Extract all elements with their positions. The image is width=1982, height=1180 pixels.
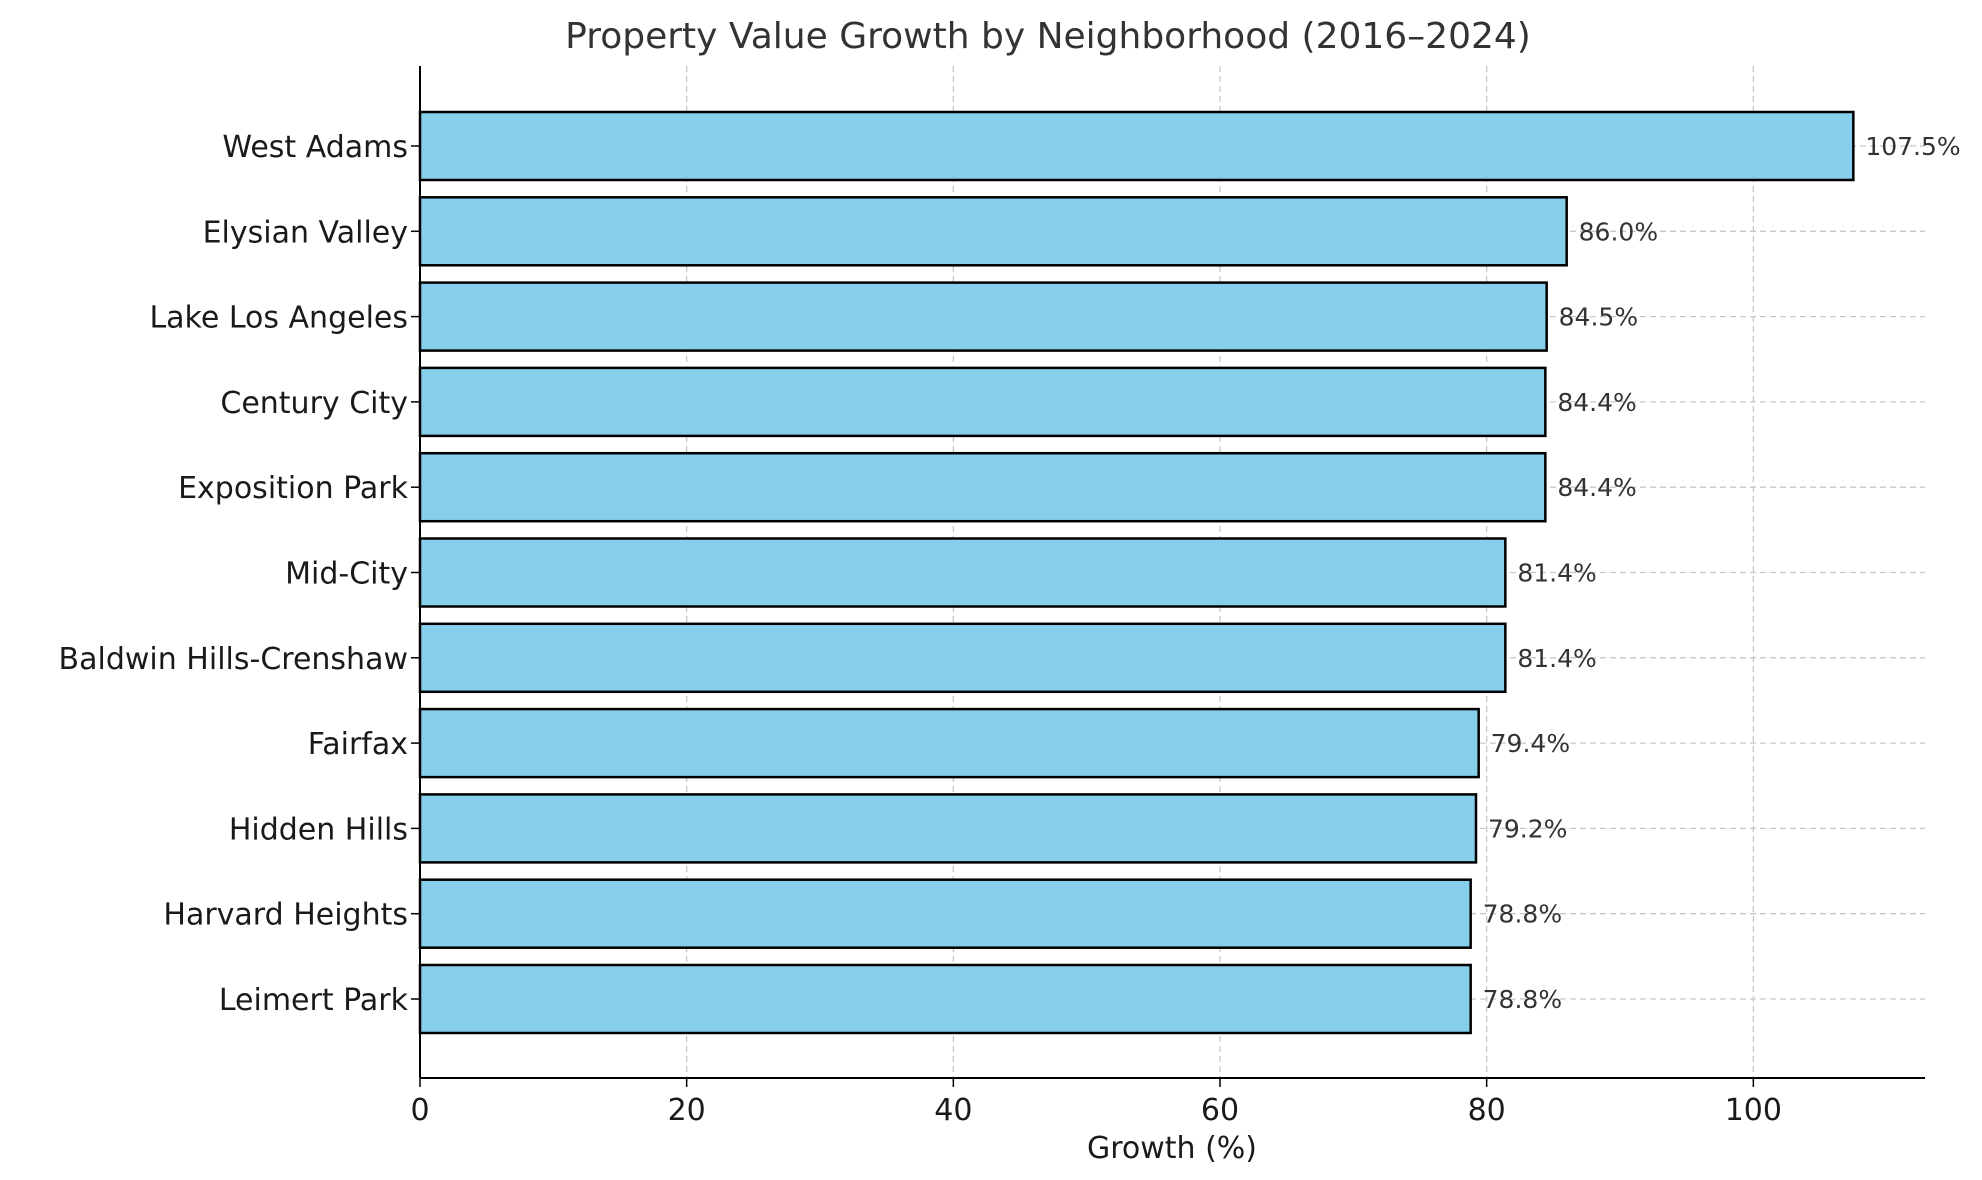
bar-value-label: 84.4% — [1557, 473, 1636, 502]
bar-value-label: 81.4% — [1517, 644, 1596, 673]
y-tick-label: Leimert Park — [219, 983, 409, 1018]
y-tick-label: Lake Los Angeles — [149, 301, 408, 336]
bars — [418, 110, 1855, 1035]
bar — [418, 366, 1547, 438]
y-tick-label: Fairfax — [308, 727, 408, 762]
x-tick-label: 0 — [410, 1093, 429, 1128]
y-tick-label: West Adams — [222, 130, 408, 165]
x-tick-label: 60 — [1201, 1093, 1239, 1128]
y-tick-label: Harvard Heights — [163, 898, 408, 933]
bar — [418, 196, 1568, 267]
bar — [418, 537, 1507, 608]
bar-value-label: 84.4% — [1557, 388, 1636, 417]
y-tick-label: Hidden Hills — [229, 812, 408, 847]
bar — [418, 281, 1548, 352]
bar — [418, 451, 1547, 523]
y-tick-label: Elysian Valley — [203, 215, 408, 250]
bar — [418, 707, 1480, 779]
bar — [418, 110, 1855, 182]
y-tick-label: Exposition Park — [178, 471, 409, 506]
bar — [418, 622, 1507, 694]
bar-value-label: 107.5% — [1865, 132, 1960, 161]
data-labels: 107.5% 86.0% 84.5% 84.4% 84.4% 81.4% 81.4% 79.4… — [1483, 132, 1961, 1014]
bar — [418, 793, 1478, 864]
y-ticks: West Adams Elysian Valley Lake Los Angeles… — [59, 130, 420, 1018]
bar-value-label: 86.0% — [1579, 217, 1658, 246]
chart-title: Property Value Growth by Neighborhood (2… — [565, 16, 1531, 57]
bar-value-label: 84.5% — [1559, 303, 1638, 332]
y-tick-label: Mid-City — [285, 557, 408, 592]
bar-value-label: 79.2% — [1488, 814, 1567, 843]
bar-value-label: 81.4% — [1517, 559, 1596, 588]
x-ticks: 0 20 40 60 80 100 — [410, 1078, 1782, 1128]
x-tick-label: 80 — [1468, 1093, 1506, 1128]
bar — [418, 878, 1472, 949]
bar-value-label: 78.8% — [1483, 900, 1562, 929]
x-axis-label: Growth (%) — [1087, 1131, 1257, 1166]
bar-value-label: 79.4% — [1491, 729, 1570, 758]
bar — [418, 963, 1472, 1035]
x-tick-label: 100 — [1725, 1093, 1782, 1128]
y-tick-label: Baldwin Hills-Crenshaw — [59, 642, 408, 677]
x-tick-label: 40 — [934, 1093, 972, 1128]
bar-value-label: 78.8% — [1483, 985, 1562, 1014]
x-tick-label: 20 — [668, 1093, 706, 1128]
y-tick-label: Century City — [220, 386, 408, 421]
